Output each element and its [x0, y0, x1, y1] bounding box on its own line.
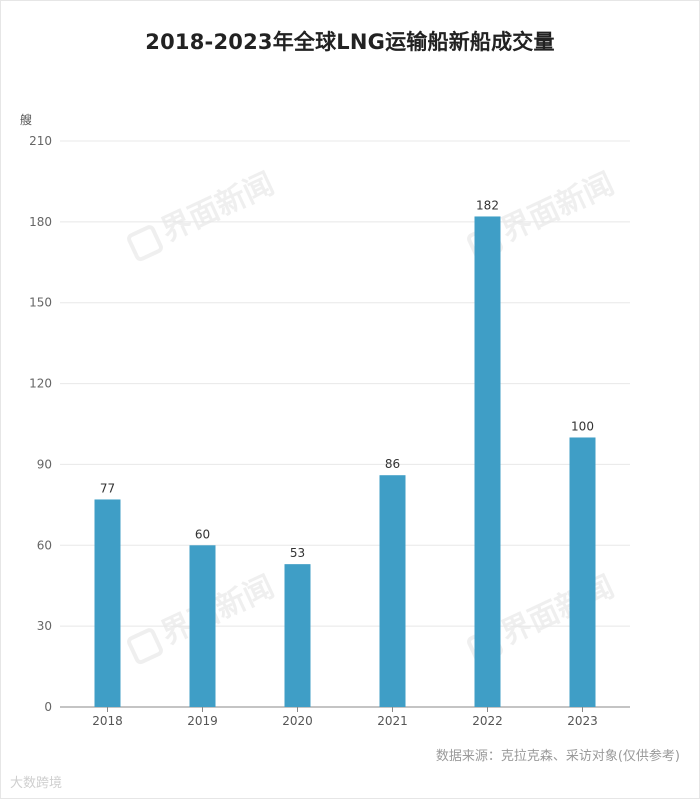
bar-2023 [569, 437, 596, 707]
y-tick-label: 0 [44, 700, 52, 714]
data-label: 53 [290, 546, 305, 560]
bar-2020 [284, 564, 311, 707]
y-tick-label: 90 [37, 457, 52, 471]
x-tick-label: 2022 [472, 714, 503, 728]
y-tick-label: 30 [37, 619, 52, 633]
data-label: 60 [195, 527, 210, 541]
chart-title: 2018-2023年全球LNG运输船新船成交量 [145, 30, 555, 54]
data-label: 77 [100, 481, 115, 495]
y-tick-label: 120 [29, 377, 52, 391]
bar-2022 [474, 216, 501, 707]
bar-2018 [94, 499, 121, 707]
brand-watermark: 大数跨境 [10, 776, 63, 791]
data-label: 86 [385, 457, 400, 471]
bar-2021 [379, 475, 406, 707]
data-label: 182 [476, 198, 499, 212]
x-tick-label: 2020 [282, 714, 313, 728]
x-tick-label: 2019 [187, 714, 218, 728]
y-tick-label: 150 [29, 296, 52, 310]
bar-2019 [189, 545, 216, 707]
data-source-note: 数据来源：克拉克森、采访对象(仅供参考) [435, 749, 680, 764]
x-tick-label: 2018 [92, 714, 123, 728]
y-tick-label: 60 [37, 538, 52, 552]
data-label: 100 [571, 419, 594, 433]
y-tick-label: 210 [29, 134, 52, 148]
x-tick-label: 2021 [377, 714, 408, 728]
x-tick-label: 2023 [567, 714, 598, 728]
y-axis-unit-label: 艘 [20, 113, 33, 127]
y-tick-label: 180 [29, 215, 52, 229]
